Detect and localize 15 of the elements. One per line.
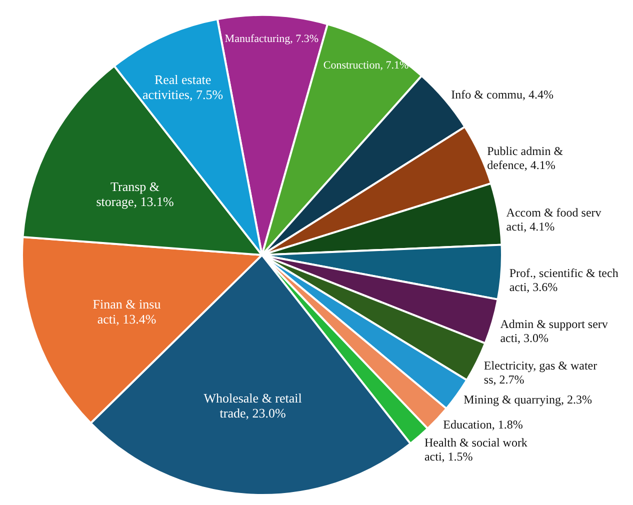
slice-label: Construction, 7.1%: [323, 60, 409, 72]
slice-label: Electricity, gas & water ss, 2.7%: [484, 358, 598, 387]
slice-label: Health & social work acti, 1.5%: [424, 435, 528, 464]
slice-label: Manufacturing, 7.3%: [224, 33, 319, 46]
slice-label: Prof., scientific & tech acti, 3.6%: [509, 266, 618, 294]
slice-label: Real estate activities, 7.5%: [142, 72, 224, 102]
slice-label: Public admin & defence, 4.1%: [487, 144, 564, 172]
slice-label: Wholesale & retail trade, 23.0%: [204, 390, 302, 421]
slice-label: Transp & storage, 13.1%: [96, 179, 174, 210]
slice-label: Admin & support serv acti, 3.0%: [500, 316, 608, 345]
slice-label: Finan & insu acti, 13.4%: [92, 296, 162, 326]
slice-label: Accom & food serv acti, 4.1%: [506, 205, 602, 234]
slice-label: Mining & quarrying, 2.3%: [464, 392, 592, 406]
slice-label: Education, 1.8%: [443, 417, 523, 432]
slice-label: Info & commu, 4.4%: [451, 88, 554, 102]
